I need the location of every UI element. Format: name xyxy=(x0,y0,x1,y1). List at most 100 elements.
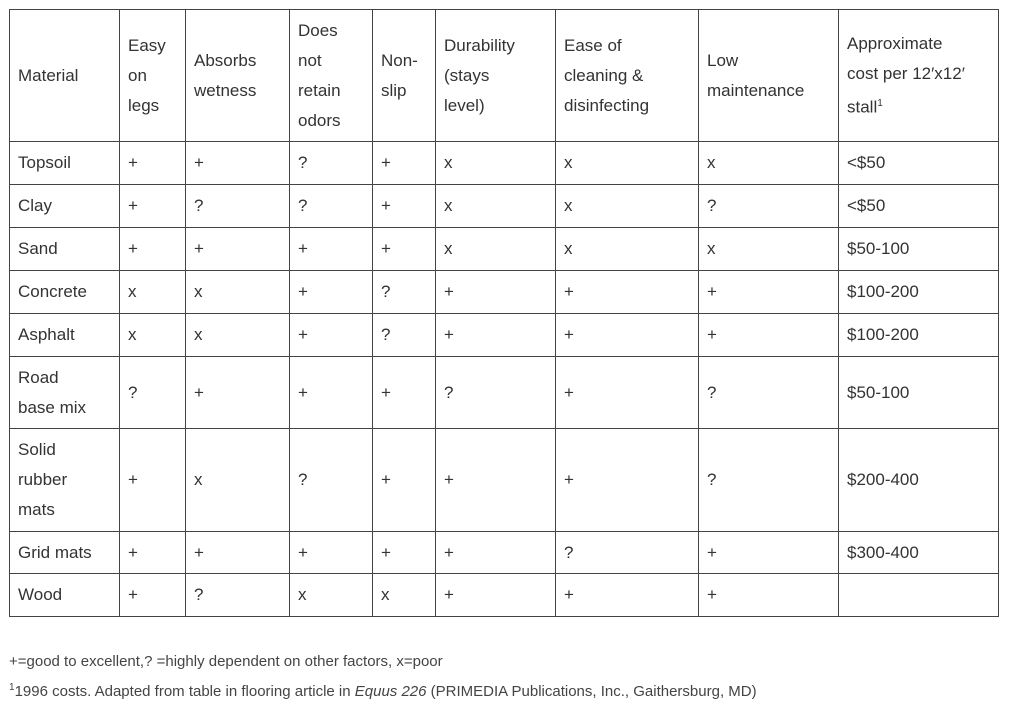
rating-cell: + xyxy=(555,270,699,314)
header-line: slip xyxy=(381,80,407,100)
material-line: mats xyxy=(18,500,55,519)
rating-cell: + xyxy=(119,531,186,574)
rating-cell: + xyxy=(435,573,556,617)
header-line: level) xyxy=(444,95,485,115)
header-cell: Ease of cleaning & disinfecting xyxy=(555,9,699,142)
cost-cell: $100-200 xyxy=(838,270,999,314)
rating-cell: x xyxy=(555,227,699,271)
rating-cell: x xyxy=(435,227,556,271)
rating-cell: + xyxy=(372,141,436,185)
footnote-marker: 1 xyxy=(9,682,15,693)
material-cell: Sand xyxy=(9,227,120,271)
cell xyxy=(838,573,999,617)
footnote-text: (PRIMEDIA Publications, Inc., Gaithersbu… xyxy=(426,683,757,700)
rating-cell: + xyxy=(185,227,290,271)
rating-cell: + xyxy=(698,313,839,357)
rating-cell: + xyxy=(435,428,556,532)
rating-cell: + xyxy=(698,573,839,617)
rating-cell: + xyxy=(372,428,436,532)
header-line: Does xyxy=(298,20,338,40)
rating-cell: ? xyxy=(698,184,839,228)
material-cell: Topsoil xyxy=(9,141,120,185)
rating-cell: ? xyxy=(289,428,373,532)
rating-cell: x xyxy=(555,141,699,185)
header-line: Easy xyxy=(128,35,166,55)
material-line: Solid xyxy=(18,440,56,459)
rating-cell: + xyxy=(435,313,556,357)
table-row: Wood +? x x + + + xyxy=(9,573,999,617)
material-line: Road xyxy=(18,367,59,387)
flooring-table: Material Easy on legs Absorbs wetness Does not r… xyxy=(9,9,999,617)
header-cell: Non-slip xyxy=(372,9,436,142)
rating-cell: + xyxy=(555,428,699,532)
header-line: cost per 12′x12′ xyxy=(847,63,965,83)
rating-cell: + xyxy=(185,531,290,574)
rating-cell: ? xyxy=(698,356,839,429)
rating-cell: + xyxy=(555,356,699,429)
header-line: cleaning & xyxy=(564,65,644,85)
footnote-source: Equus 226 xyxy=(354,683,427,700)
header-line: on xyxy=(128,65,147,85)
rating-cell: + xyxy=(185,356,290,429)
header-row: Material Easy on legs Absorbs wetness Does not r… xyxy=(9,9,999,142)
rating-cell: x xyxy=(435,184,556,228)
rating-cell: + xyxy=(119,227,186,271)
material-cell: Solid rubber mats xyxy=(9,428,120,532)
rating-cell: + xyxy=(119,184,186,228)
material-cell: Wood xyxy=(9,573,120,617)
footnote-text: 1996 costs. Adapted from table in floori… xyxy=(14,683,355,700)
header-line: stall xyxy=(847,97,878,117)
material-cell: Concrete xyxy=(9,270,120,314)
cost-cell: $200-400 xyxy=(838,428,999,532)
rating-cell: x xyxy=(435,141,556,185)
material-cell: Clay xyxy=(9,184,120,228)
table-row: Concrete x x +? + + + $100-200 xyxy=(9,270,999,314)
header-line: Ease of xyxy=(564,35,622,55)
rating-cell: ? xyxy=(555,531,699,574)
material-line: Grid mats xyxy=(18,542,92,562)
material-line: base mix xyxy=(18,397,87,417)
table-row: Road base mix? + + +? +? $50-100 xyxy=(9,356,999,429)
rating-cell: ? xyxy=(435,356,556,429)
cost-cell: <$50 xyxy=(838,184,999,228)
header-line: Durability xyxy=(444,35,515,55)
rating-cell: x xyxy=(185,270,290,314)
rating-cell: + xyxy=(372,531,436,574)
table-row: Topsoil + +? + x x x <$50 xyxy=(9,141,999,185)
rating-cell: x xyxy=(372,573,436,617)
material-line: Sand xyxy=(18,239,58,258)
header-line: wetness xyxy=(194,80,257,100)
material-cell: Road base mix xyxy=(9,356,120,429)
material-line: Asphalt xyxy=(18,325,75,344)
rating-cell: x xyxy=(555,184,699,228)
rating-cell: + xyxy=(435,531,556,574)
header-line: odors xyxy=(298,110,341,130)
rating-cell: ? xyxy=(372,313,436,357)
table-row: Solid rubber mats + x? + + +? $200-400 xyxy=(9,428,999,532)
rating-cell: ? xyxy=(185,184,290,228)
rating-cell: + xyxy=(289,531,373,574)
rating-cell: + xyxy=(372,184,436,228)
table-row: Clay +?? + x x? <$50 xyxy=(9,184,999,228)
header-line: disinfecting xyxy=(564,95,650,115)
rating-cell: + xyxy=(555,573,699,617)
legend: +=good to excellent,? =highly dependent … xyxy=(9,653,443,670)
cost-cell: $50-100 xyxy=(838,227,999,271)
header-line: maintenance xyxy=(707,80,805,100)
header-line: retain xyxy=(298,80,341,100)
header-cell: Absorbs wetness xyxy=(185,9,290,142)
material-line: Wood xyxy=(18,585,63,604)
rating-cell: x xyxy=(289,573,373,617)
table-row: Asphalt x x +? + + + $100-200 xyxy=(9,313,999,357)
cost-cell: $300-400 xyxy=(838,531,999,574)
material-line: Topsoil xyxy=(18,153,71,172)
cost-cell: $50-100 xyxy=(838,356,999,429)
rating-cell: + xyxy=(289,270,373,314)
rating-cell: + xyxy=(698,531,839,574)
rating-cell: + xyxy=(119,141,186,185)
header-line: Non- xyxy=(381,50,418,70)
material-cell: Asphalt xyxy=(9,313,120,357)
table-row: Sand + + + + x x x $50-100 xyxy=(9,227,999,271)
cost-cell: $100-200 xyxy=(838,313,999,357)
